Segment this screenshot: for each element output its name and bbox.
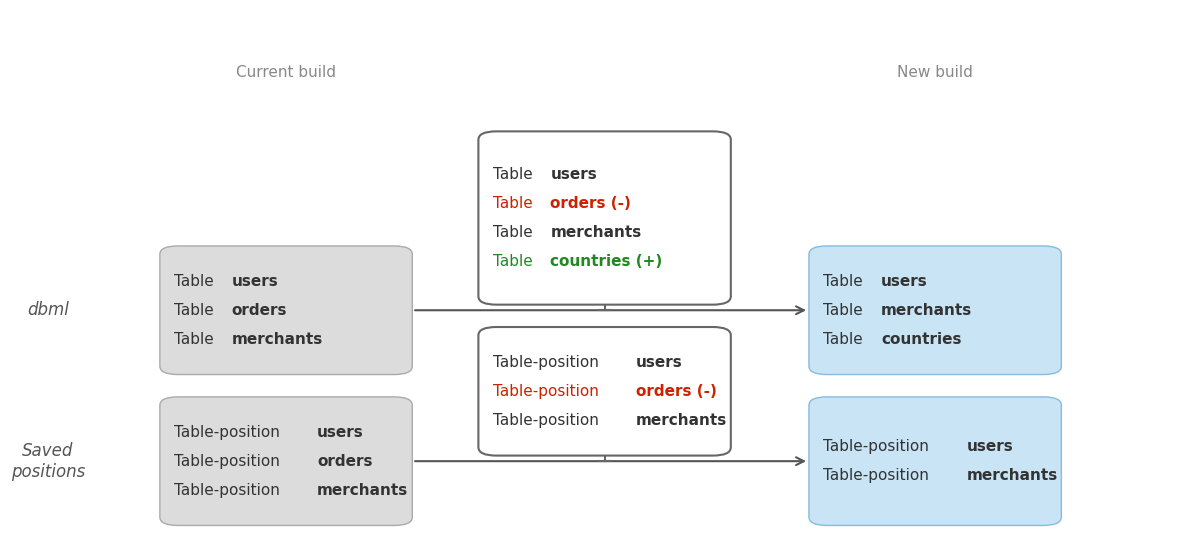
FancyBboxPatch shape: [478, 327, 731, 456]
Text: users: users: [551, 167, 597, 182]
Text: Current build: Current build: [236, 65, 337, 80]
Text: Table-position: Table-position: [493, 384, 603, 399]
Text: Table: Table: [823, 332, 868, 347]
Text: merchants: merchants: [551, 225, 642, 240]
Text: Saved
positions: Saved positions: [11, 442, 85, 481]
Text: merchants: merchants: [232, 332, 323, 347]
Text: orders (-): orders (-): [636, 384, 716, 399]
Text: users: users: [636, 355, 683, 369]
Text: users: users: [232, 274, 279, 288]
Text: Table-position: Table-position: [174, 454, 285, 468]
Text: merchants: merchants: [317, 483, 409, 498]
Text: merchants: merchants: [966, 468, 1058, 483]
Text: Table: Table: [493, 225, 537, 240]
Text: Table-position: Table-position: [823, 468, 934, 483]
Text: Table-position: Table-position: [493, 355, 603, 369]
Text: New build: New build: [897, 65, 974, 80]
Text: Table: Table: [823, 274, 868, 288]
Text: Table-position: Table-position: [823, 439, 934, 454]
Text: merchants: merchants: [881, 303, 972, 318]
FancyBboxPatch shape: [160, 246, 412, 375]
FancyBboxPatch shape: [478, 131, 731, 305]
Text: dbml: dbml: [28, 301, 69, 319]
Text: Table: Table: [823, 303, 868, 318]
Text: Table: Table: [493, 167, 537, 182]
Text: countries (+): countries (+): [551, 254, 662, 269]
Text: countries: countries: [881, 332, 962, 347]
Text: users: users: [881, 274, 928, 288]
Text: Table: Table: [174, 274, 219, 288]
Text: users: users: [966, 439, 1013, 454]
FancyBboxPatch shape: [809, 397, 1061, 525]
Text: Table-position: Table-position: [174, 483, 285, 498]
Text: Table: Table: [493, 196, 537, 211]
Text: merchants: merchants: [636, 413, 727, 428]
Text: Table: Table: [493, 254, 537, 269]
Text: Table: Table: [174, 332, 219, 347]
Text: Table-position: Table-position: [493, 413, 603, 428]
Text: Table: Table: [174, 303, 219, 318]
Text: orders (-): orders (-): [551, 196, 631, 211]
Text: users: users: [317, 425, 364, 439]
FancyBboxPatch shape: [160, 397, 412, 525]
Text: orders: orders: [232, 303, 287, 318]
Text: orders: orders: [317, 454, 373, 468]
FancyBboxPatch shape: [809, 246, 1061, 375]
Text: Table-position: Table-position: [174, 425, 285, 439]
